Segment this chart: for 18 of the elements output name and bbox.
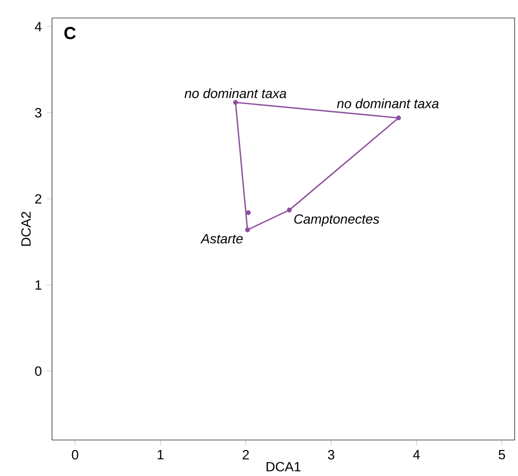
- y-tick-label: 0: [35, 366, 42, 376]
- x-tick-label: 4: [413, 450, 420, 460]
- annotation: Camptonectes: [294, 214, 380, 226]
- y-tick-label: 1: [36, 280, 42, 290]
- y-tick-label: 3: [35, 108, 42, 118]
- chart-title: C: [64, 26, 76, 40]
- x-tick-label: 3: [328, 450, 334, 460]
- annotation: no dominant taxa: [336, 98, 439, 108]
- x-tick-label: 0: [72, 450, 78, 460]
- annotation: Astarte: [200, 234, 243, 244]
- y-tick-label: 4: [34, 22, 42, 32]
- y-tick-label: 2: [35, 194, 42, 204]
- y-axis-title: DCA2: [21, 212, 31, 246]
- x-tick-label: 1: [158, 450, 164, 460]
- x-tick-label: 2: [242, 450, 249, 460]
- annotation: no dominant taxa: [184, 88, 286, 98]
- x-tick-label: 5: [498, 450, 506, 460]
- x-axis-title: DCA1: [266, 462, 300, 472]
